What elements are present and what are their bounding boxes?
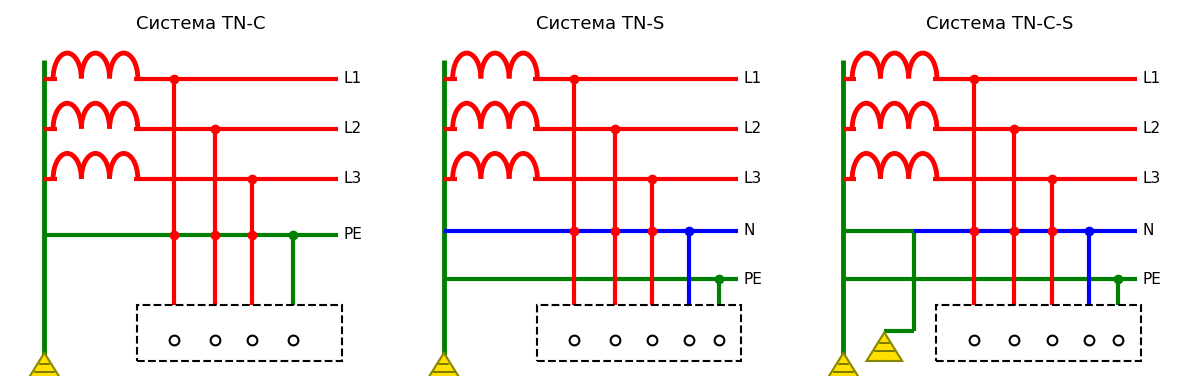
- Text: Система TN-S: Система TN-S: [536, 15, 664, 33]
- Text: L3: L3: [743, 171, 761, 186]
- Text: L2: L2: [343, 121, 361, 136]
- Text: L3: L3: [1142, 171, 1160, 186]
- Bar: [137, 305, 342, 361]
- Text: Система TN-C-S: Система TN-C-S: [926, 15, 1073, 33]
- Text: L1: L1: [743, 71, 761, 86]
- Polygon shape: [26, 353, 62, 380]
- Text: N: N: [1142, 223, 1154, 238]
- Text: L2: L2: [1142, 121, 1160, 136]
- Text: L1: L1: [1142, 71, 1160, 86]
- Text: L1: L1: [343, 71, 361, 86]
- Polygon shape: [426, 353, 462, 380]
- Text: L3: L3: [343, 171, 362, 186]
- Text: L2: L2: [743, 121, 761, 136]
- Text: PE: PE: [743, 272, 762, 287]
- Text: N: N: [743, 223, 755, 238]
- Polygon shape: [826, 353, 862, 380]
- Bar: [536, 305, 742, 361]
- Text: Система TN-C: Система TN-C: [136, 15, 265, 33]
- Text: PE: PE: [1142, 272, 1162, 287]
- Polygon shape: [866, 332, 902, 361]
- Text: PE: PE: [343, 227, 362, 242]
- Bar: [936, 305, 1141, 361]
